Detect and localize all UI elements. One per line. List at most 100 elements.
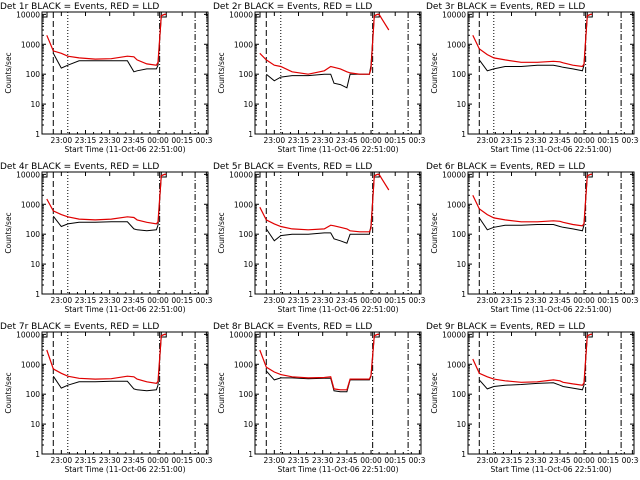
y-axis-label: Counts/sec (430, 212, 439, 253)
plot-frame (41, 331, 209, 455)
y-tick-label: 10000 (442, 10, 466, 19)
x-tick-label: 23:15 (501, 456, 523, 465)
y-tick-label: 10 (30, 260, 40, 269)
x-tick-label: 23:30 (99, 296, 121, 305)
x-tick-label: 23:45 (123, 296, 145, 305)
corner-box-right (586, 11, 593, 18)
x-tick-label: 00:15 (384, 296, 406, 305)
x-tick-label: 00:00 (573, 136, 595, 145)
x-axis-label: Start Time (11-Oct-06 22:51:00) (64, 465, 185, 474)
panel-title: Det 8r BLACK = Events, RED = LLD (213, 322, 372, 332)
y-tick-label: 10 (243, 420, 253, 429)
x-tick-label: 23:30 (312, 456, 334, 465)
x-tick-label: 23:45 (549, 456, 571, 465)
y-tick-label: 1 (35, 290, 40, 299)
x-tick-label: 00:30 (409, 296, 426, 305)
plot-frame (254, 331, 422, 455)
x-axis-label: Start Time (11-Oct-06 22:51:00) (277, 305, 398, 314)
x-tick-label: 23:45 (549, 136, 571, 145)
x-tick-label: 23:15 (501, 296, 523, 305)
detector-panel-4: Det 4r BLACK = Events, RED = LLD 1 10 100 10… (0, 160, 213, 320)
y-tick-label: 10000 (16, 10, 40, 19)
detector-chart-9: Det 9r BLACK = Events, RED = LLD 1 10 100 10… (426, 322, 639, 474)
series-lld-line (472, 13, 593, 68)
x-tick-label: 00:15 (171, 136, 193, 145)
corner-box-right (586, 331, 593, 338)
panel-title: Det 9r BLACK = Events, RED = LLD (426, 322, 585, 332)
y-tick-label: 1000 (234, 40, 253, 49)
series-events-line (265, 173, 380, 244)
y-axis-label: Counts/sec (430, 52, 439, 93)
detector-panel-7: Det 7r BLACK = Events, RED = LLD 1 10 100 10… (0, 320, 213, 480)
detector-chart-3: Det 3r BLACK = Events, RED = LLD 1 10 100 10… (426, 2, 639, 154)
detector-chart-1: Det 1r BLACK = Events, RED = LLD 1 10 100 10… (0, 2, 213, 154)
y-tick-label: 100 (452, 390, 467, 399)
detector-chart-2: Det 2r BLACK = Events, RED = LLD 1 10 100 10… (213, 2, 426, 154)
x-axis-label: Start Time (11-Oct-06 22:51:00) (64, 145, 185, 154)
x-tick-label: 00:00 (360, 296, 382, 305)
detector-panel-8: Det 8r BLACK = Events, RED = LLD 1 10 100 10… (213, 320, 426, 480)
corner-box-right (586, 171, 593, 178)
series-lld-line (259, 13, 390, 75)
x-tick-label: 00:15 (384, 136, 406, 145)
x-tick-label: 23:00 (477, 136, 499, 145)
series-lld-line (46, 333, 167, 385)
x-tick-label: 00:00 (147, 456, 169, 465)
x-tick-label: 23:00 (51, 136, 73, 145)
x-tick-label: 23:00 (264, 136, 286, 145)
x-tick-label: 23:15 (288, 296, 310, 305)
detector-panel-3: Det 3r BLACK = Events, RED = LLD 1 10 100 10… (426, 0, 639, 160)
detector-panel-5: Det 5r BLACK = Events, RED = LLD 1 10 100 10… (213, 160, 426, 320)
y-tick-label: 10 (243, 260, 253, 269)
x-tick-label: 00:15 (597, 456, 619, 465)
plot-frame (254, 11, 422, 135)
x-tick-label: 23:00 (264, 456, 286, 465)
series-events-line (52, 13, 167, 73)
panel-title: Det 3r BLACK = Events, RED = LLD (426, 2, 585, 12)
y-tick-label: 1 (35, 130, 40, 139)
y-tick-label: 1000 (447, 40, 466, 49)
x-tick-label: 00:00 (147, 296, 169, 305)
corner-box-left (41, 331, 48, 338)
x-tick-label: 23:30 (525, 456, 547, 465)
detector-panel-1: Det 1r BLACK = Events, RED = LLD 1 10 100 10… (0, 0, 213, 160)
corner-box-left (254, 331, 261, 338)
y-tick-label: 1 (461, 290, 466, 299)
y-tick-label: 1000 (21, 40, 40, 49)
corner-box-left (467, 11, 474, 18)
y-tick-label: 1 (35, 450, 40, 459)
y-tick-label: 10 (243, 100, 253, 109)
plot-frame (467, 11, 635, 135)
x-tick-label: 23:45 (123, 456, 145, 465)
x-tick-label: 00:30 (409, 456, 426, 465)
y-tick-label: 1000 (234, 360, 253, 369)
panel-title: Det 2r BLACK = Events, RED = LLD (213, 2, 372, 12)
y-tick-label: 10 (30, 100, 40, 109)
y-tick-label: 10 (30, 420, 40, 429)
plot-frame (41, 171, 209, 295)
y-tick-label: 10000 (229, 170, 253, 179)
x-tick-label: 23:30 (525, 296, 547, 305)
x-axis-label: Start Time (11-Oct-06 22:51:00) (277, 145, 398, 154)
y-tick-label: 10000 (442, 170, 466, 179)
y-tick-label: 10 (456, 420, 466, 429)
x-tick-label: 23:30 (312, 296, 334, 305)
detector-chart-4: Det 4r BLACK = Events, RED = LLD 1 10 100 10… (0, 162, 213, 314)
y-tick-label: 100 (239, 70, 254, 79)
series-lld-line (472, 333, 593, 386)
x-tick-label: 23:45 (336, 136, 358, 145)
series-lld-line (259, 333, 380, 391)
y-tick-label: 10000 (442, 330, 466, 339)
x-axis-label: Start Time (11-Oct-06 22:51:00) (490, 305, 611, 314)
detector-panel-2: Det 2r BLACK = Events, RED = LLD 1 10 100 10… (213, 0, 426, 160)
x-tick-label: 00:15 (597, 296, 619, 305)
detector-panel-9: Det 9r BLACK = Events, RED = LLD 1 10 100 10… (426, 320, 639, 480)
y-tick-label: 1000 (234, 200, 253, 209)
x-tick-label: 00:00 (360, 456, 382, 465)
y-tick-label: 100 (26, 390, 41, 399)
y-axis-label: Counts/sec (217, 52, 226, 93)
y-tick-label: 1 (248, 450, 253, 459)
x-tick-label: 00:15 (171, 456, 193, 465)
y-axis-label: Counts/sec (217, 212, 226, 253)
